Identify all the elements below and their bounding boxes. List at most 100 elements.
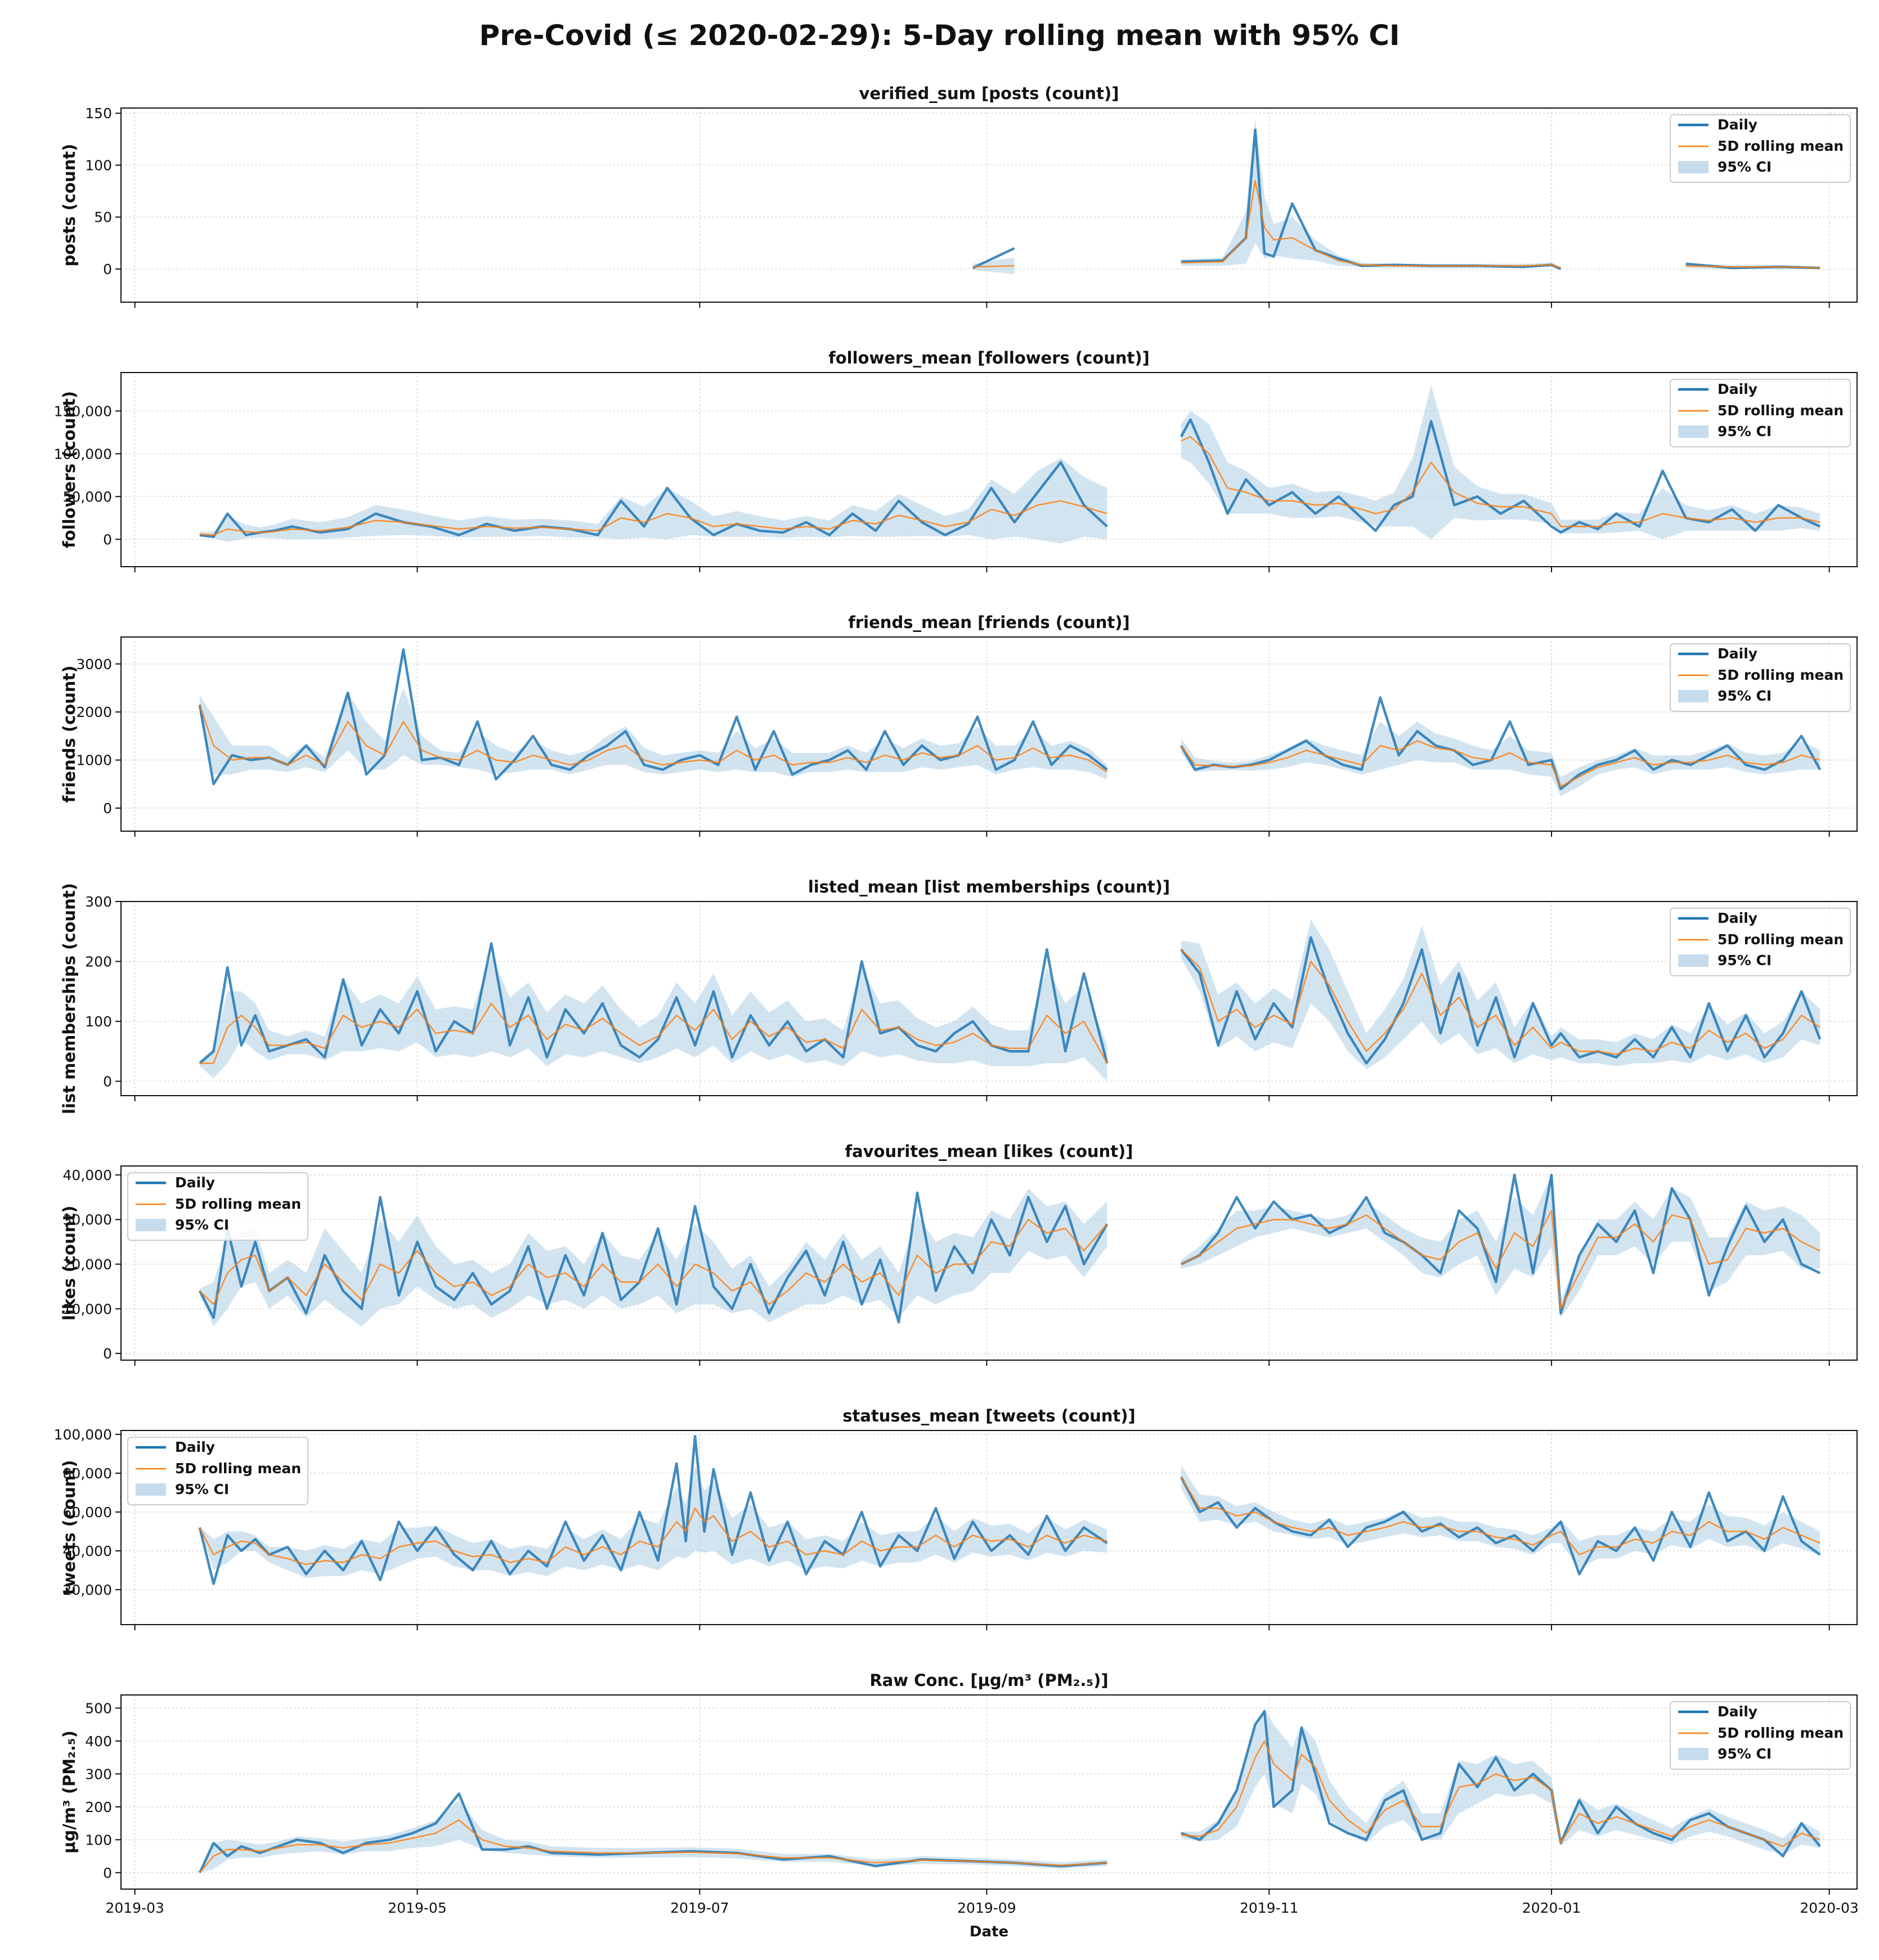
legend-label: 95% CI <box>1717 952 1772 968</box>
daily-line <box>1180 1173 1821 1315</box>
legend-ci-swatch <box>1678 1748 1708 1760</box>
y-tick-label: 20,000 <box>63 1256 112 1272</box>
axes-frame <box>120 1430 1858 1625</box>
y-tick-label: 200 <box>85 953 112 970</box>
axes-frame <box>120 372 1858 567</box>
ci-band <box>1181 919 1820 1070</box>
axes-frame <box>120 107 1858 303</box>
rolling-mean-line <box>199 1507 1107 1566</box>
y-tick-label: 10,000 <box>63 1301 112 1317</box>
legend-ci-swatch <box>1678 954 1708 967</box>
rolling-mean-line <box>1180 1477 1820 1556</box>
daily-line <box>972 247 1015 270</box>
legend-label: 5D rolling mean <box>175 1196 301 1212</box>
panel-title: followers_mean [followers (count)] <box>828 348 1150 367</box>
axes-frame <box>120 1694 1858 1890</box>
legend: Daily 5D rolling mean 95% CI <box>1670 114 1851 183</box>
legend-label: 5D rolling mean <box>1717 402 1844 419</box>
legend: Daily 5D rolling mean 95% CI <box>1670 1701 1851 1770</box>
legend-ci-swatch <box>1678 425 1708 438</box>
panel-title: statuses_mean [tweets (count)] <box>842 1406 1136 1425</box>
legend-ci-swatch <box>136 1219 166 1231</box>
y-axis-label: tweets (count) <box>60 1460 79 1595</box>
rolling-mean-line <box>1180 740 1820 787</box>
rolling-mean-line <box>199 704 1107 773</box>
y-tick-label: 2000 <box>76 704 112 720</box>
ci-band <box>1181 1465 1820 1568</box>
rolling-mean-line <box>1181 180 1561 269</box>
ci-band <box>1181 385 1820 540</box>
y-tick-label: 500 <box>85 1700 112 1716</box>
y-tick-label: 0 <box>103 1073 112 1089</box>
y-tick-label: 30,000 <box>63 1212 112 1228</box>
legend-label: 5D rolling mean <box>1717 138 1844 154</box>
ci-band <box>199 1800 1107 1873</box>
legend-box <box>1670 379 1851 447</box>
x-tick-label: 2020-03 <box>1800 1900 1858 1916</box>
panel-1: followers_mean [followers (count)] 0 50,00… <box>54 348 1858 572</box>
ci-band <box>1181 1174 1820 1318</box>
legend: Daily 5D rolling mean 95% CI <box>1670 908 1851 976</box>
legend-label: 95% CI <box>1717 1746 1772 1762</box>
rolling-mean-line <box>1181 1210 1820 1310</box>
axes-frame <box>120 636 1858 832</box>
panel-0: verified_sum [posts (count)] 0 50 100 150 pos… <box>60 84 1858 308</box>
legend-label: 95% CI <box>1717 423 1772 439</box>
y-tick-label: 3000 <box>76 656 112 672</box>
rolling-mean-line <box>1181 436 1820 527</box>
legend: Daily 5D rolling mean 95% CI <box>127 1172 308 1241</box>
y-axis-label: likes (count) <box>60 1205 79 1320</box>
y-tick-label: 150,000 <box>54 403 112 419</box>
y-tick-label: 300 <box>85 1766 112 1782</box>
y-axis-label: posts (count) <box>60 144 79 267</box>
panel-title: verified_sum [posts (count)] <box>859 84 1119 103</box>
y-tick-label: 0 <box>103 1865 112 1881</box>
y-tick-label: 150 <box>85 105 112 122</box>
legend-box <box>1670 1701 1851 1770</box>
rolling-mean-line <box>199 1819 1107 1873</box>
x-tick-label: 2020-01 <box>1522 1900 1581 1916</box>
legend-box <box>1670 114 1851 183</box>
ci-band <box>1181 721 1820 796</box>
legend-label: 95% CI <box>175 1481 229 1497</box>
x-axis-label: Date <box>970 1923 1008 1940</box>
axes-frame <box>120 1165 1858 1361</box>
daily-line <box>198 1435 1108 1585</box>
legend-box <box>127 1172 308 1241</box>
panel-5: statuses_mean [tweets (count)] 20,000 40,0… <box>54 1406 1858 1630</box>
panel-title: friends_mean [friends (count)] <box>848 613 1129 632</box>
ci-band <box>199 1465 1107 1578</box>
y-tick-label: 0 <box>103 261 112 277</box>
legend: Daily 5D rolling mean 95% CI <box>127 1437 308 1505</box>
axes-frame <box>120 901 1858 1096</box>
legend-box <box>1670 908 1851 976</box>
legend-box <box>127 1437 308 1505</box>
x-tick-label: 2019-05 <box>388 1900 446 1916</box>
x-tick-label: 2019-09 <box>957 1900 1016 1916</box>
legend-label: Daily <box>1717 910 1757 926</box>
panel-2: friends_mean [friends (count)] 0 1000 2000 3… <box>60 613 1858 837</box>
y-tick-label: 0 <box>103 1345 112 1362</box>
legend-label: Daily <box>1717 645 1757 662</box>
daily-line <box>1181 1710 1821 1858</box>
ci-band <box>199 1188 1107 1327</box>
legend-ci-swatch <box>136 1483 166 1496</box>
y-tick-label: 50 <box>94 209 112 226</box>
legend-box <box>1670 643 1851 712</box>
legend: Daily 5D rolling mean 95% CI <box>1670 643 1851 712</box>
y-tick-label: 1000 <box>76 752 112 769</box>
daily-line <box>199 942 1109 1065</box>
ci-band <box>1181 118 1561 269</box>
rolling-mean-line <box>199 1218 1108 1306</box>
x-tick-label: 2019-03 <box>105 1900 164 1916</box>
y-tick-label: 40,000 <box>63 1543 112 1559</box>
y-tick-label: 400 <box>85 1733 112 1750</box>
y-axis-label: µg/m³ (PM₂.₅) <box>60 1730 79 1854</box>
y-tick-label: 100 <box>85 157 112 173</box>
daily-line <box>1180 1476 1821 1576</box>
legend-label: Daily <box>1717 116 1757 133</box>
y-tick-label: 100 <box>85 1013 112 1030</box>
panel-4: favourites_mean [likes (count)] 0 10,000 20… <box>60 1142 1858 1366</box>
y-axis-label: friends (count) <box>60 665 79 802</box>
y-tick-label: 60,000 <box>63 1504 112 1521</box>
